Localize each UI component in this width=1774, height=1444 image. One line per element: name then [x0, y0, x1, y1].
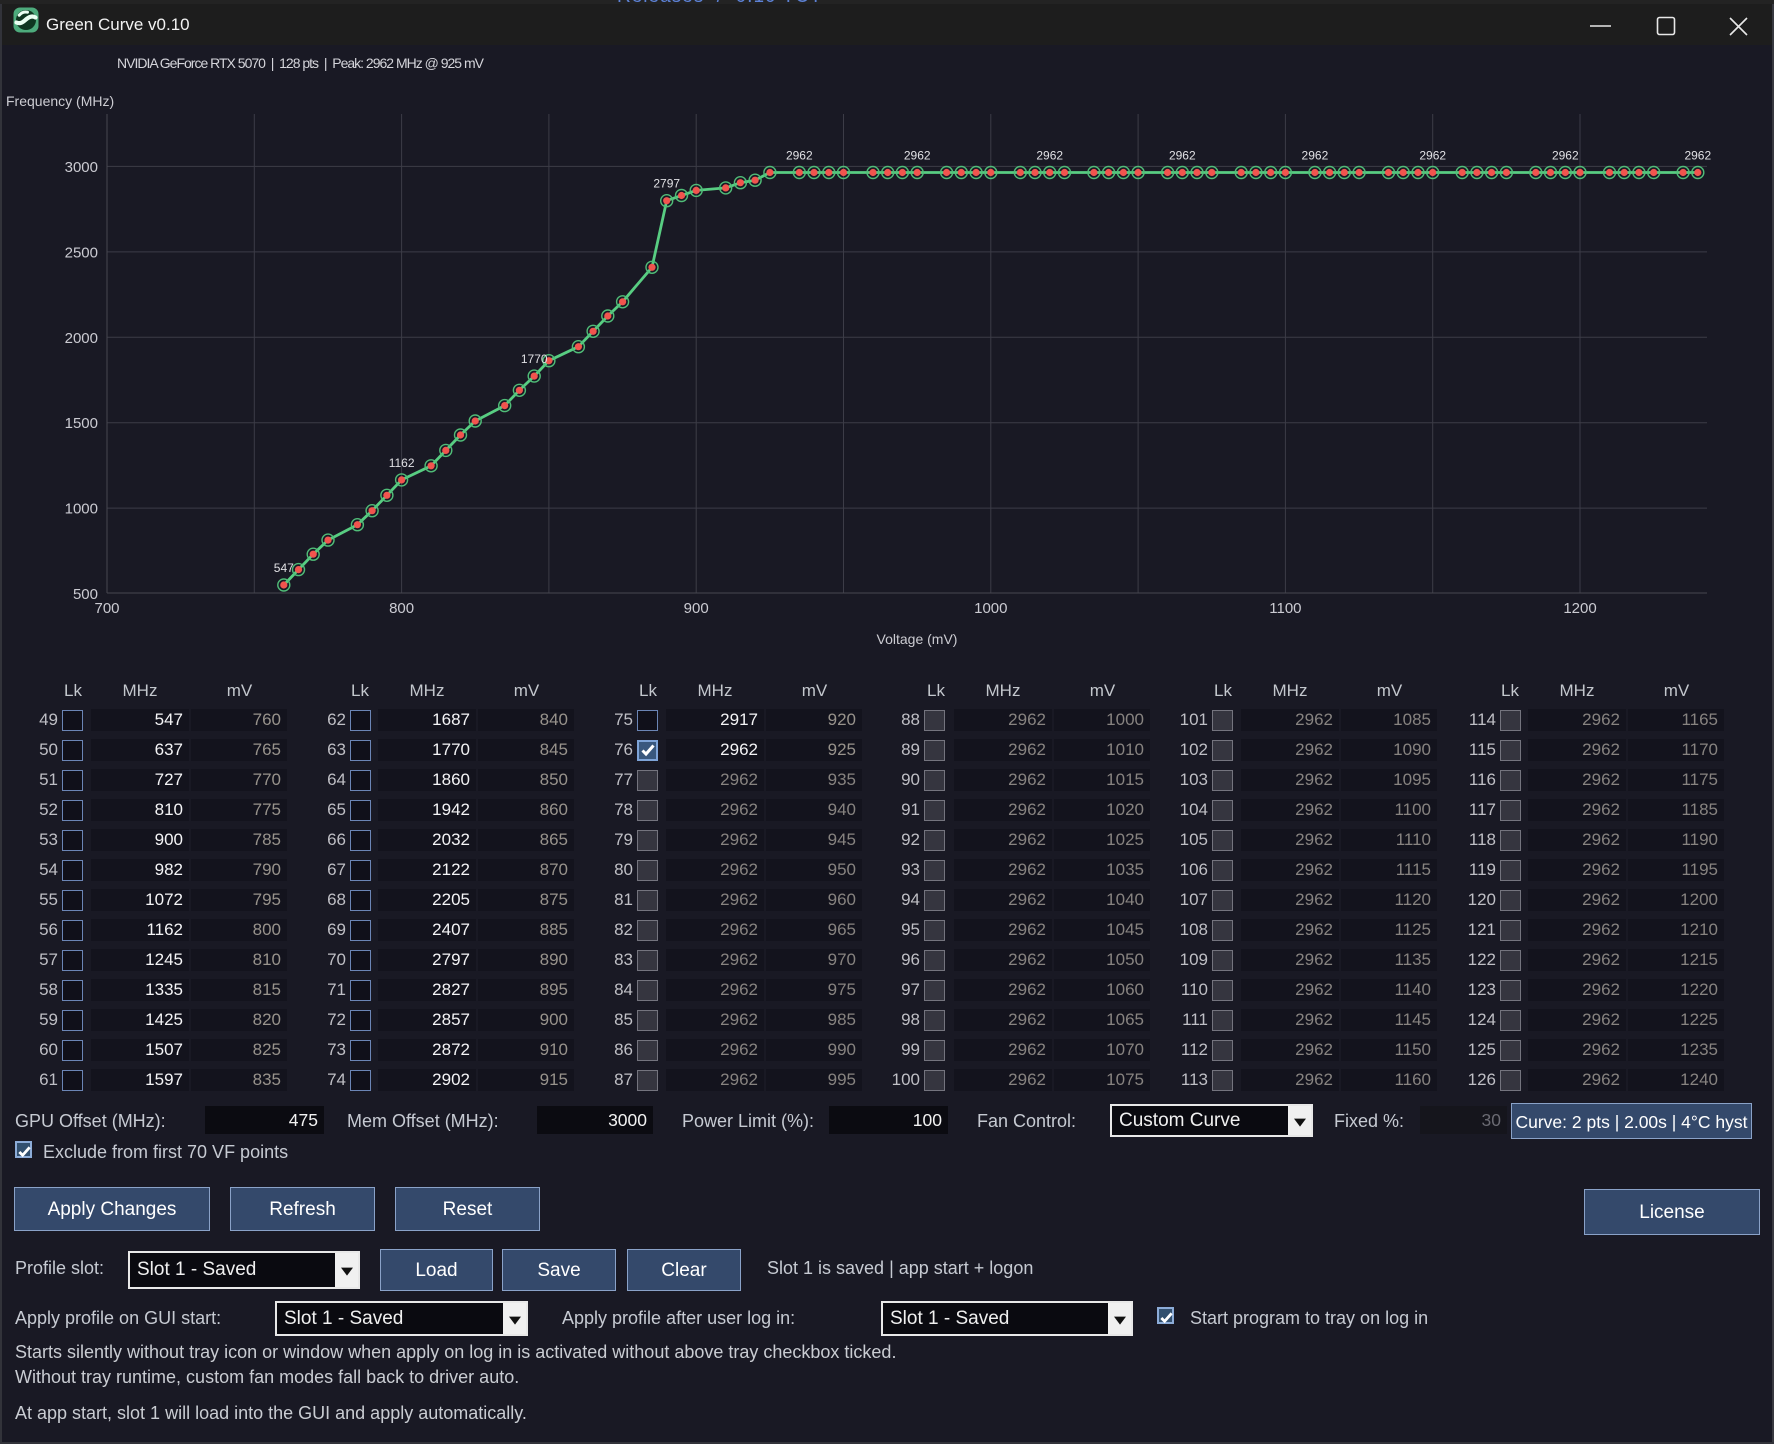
svg-text:1100: 1100 [1269, 600, 1301, 617]
svg-text:2962: 2962 [1552, 149, 1579, 163]
svg-text:1770: 1770 [521, 352, 548, 366]
svg-text:500: 500 [73, 586, 98, 603]
svg-text:1500: 1500 [65, 415, 98, 432]
svg-text:Voltage (mV): Voltage (mV) [877, 631, 958, 647]
svg-text:2797: 2797 [653, 177, 680, 191]
svg-text:800: 800 [389, 600, 414, 617]
svg-text:2962: 2962 [786, 149, 813, 163]
svg-text:1000: 1000 [974, 600, 1007, 617]
svg-text:3000: 3000 [65, 159, 98, 176]
svg-text:1200: 1200 [1563, 600, 1596, 617]
svg-text:2962: 2962 [1419, 149, 1446, 163]
svg-text:Frequency (MHz): Frequency (MHz) [6, 93, 114, 109]
svg-text:2962: 2962 [1036, 149, 1063, 163]
svg-text:2962: 2962 [1684, 149, 1711, 163]
svg-text:1000: 1000 [65, 501, 98, 518]
svg-text:1162: 1162 [389, 456, 415, 470]
svg-text:2962: 2962 [1169, 149, 1196, 163]
svg-text:700: 700 [94, 600, 119, 617]
svg-text:2000: 2000 [65, 330, 98, 347]
svg-text:2962: 2962 [904, 149, 931, 163]
svg-text:2962: 2962 [1302, 149, 1329, 163]
svg-text:547: 547 [274, 561, 294, 575]
svg-text:900: 900 [684, 600, 709, 617]
svg-text:2500: 2500 [65, 244, 98, 261]
